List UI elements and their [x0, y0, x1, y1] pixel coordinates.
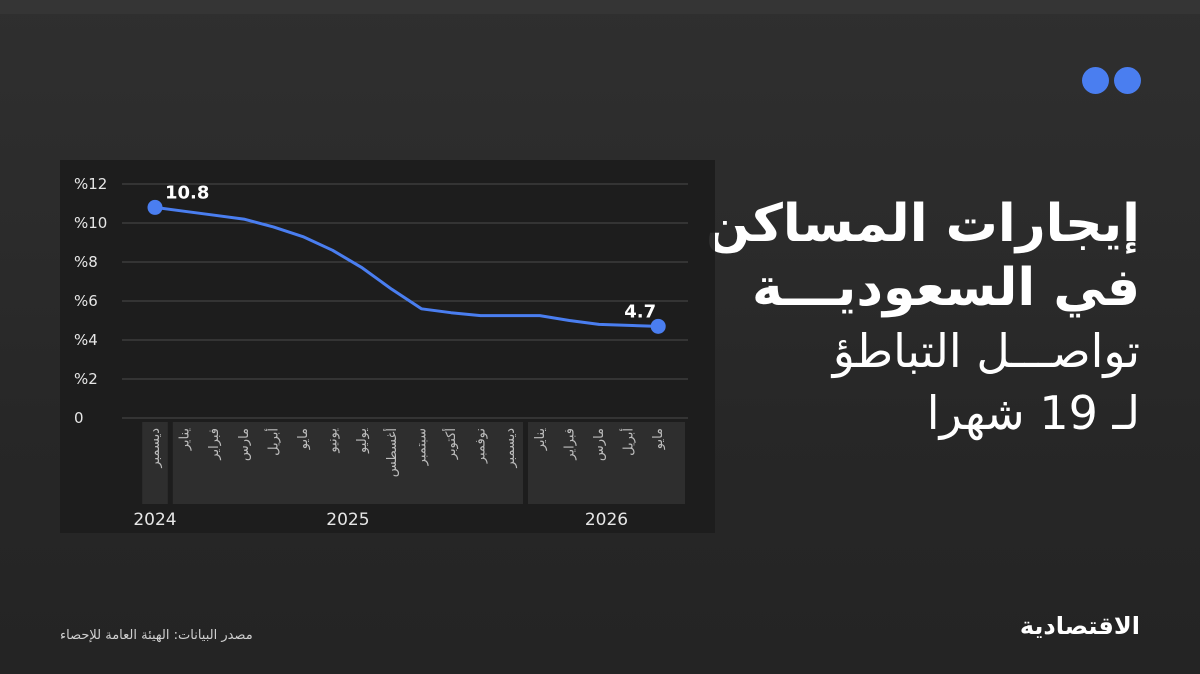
year-label: 2024: [133, 510, 176, 530]
headline-line-1: إيجارات المساكن: [705, 194, 1140, 254]
year-label: 2025: [326, 510, 369, 530]
x-tick-label: مارس: [237, 428, 252, 461]
x-tick-label: نوفمبر: [474, 428, 489, 464]
x-tick-label: يوليو: [355, 428, 370, 454]
dot-icon: [1114, 67, 1141, 94]
series-line: [153, 205, 660, 328]
x-tick-label: سبتمبر: [414, 428, 429, 466]
headline-line-4: لـ 19 شهرا: [926, 386, 1140, 440]
publisher-logo: الاقتصادية: [1019, 612, 1140, 640]
headline-line-3: تواصـــل التباطؤ: [832, 324, 1140, 378]
y-tick-label: 0: [74, 409, 84, 427]
data-label: 10.8: [165, 182, 209, 203]
x-tick-label: ديسمبر: [148, 428, 163, 469]
data-point: [147, 199, 163, 215]
x-tick-label: أكتوبر: [442, 428, 459, 460]
x-tick-label: مارس: [592, 428, 607, 461]
top-band: [0, 0, 1200, 14]
x-tick-label: مايو: [651, 428, 666, 450]
x-tick-label: أبريل: [264, 428, 281, 456]
year-label: 2026: [585, 510, 628, 530]
x-tick-label: يناير: [533, 428, 548, 452]
year-band: [142, 422, 168, 504]
y-tick-label: %12: [74, 175, 107, 193]
year-band: [528, 422, 685, 504]
y-tick-label: %10: [74, 214, 107, 232]
headline: إيجارات المساكن في السعوديـــة تواصـــل …: [580, 192, 1140, 444]
source-note: مصدر البيانات: الهيئة العامة للإحصاء: [60, 628, 253, 643]
brand-dots-icon: [1082, 67, 1142, 95]
x-tick-label: أغسطس: [383, 428, 400, 477]
data-label: 4.7: [624, 301, 656, 322]
year-band: [172, 422, 524, 504]
dot-icon: [1082, 67, 1109, 94]
y-tick-label: %2: [74, 370, 98, 388]
x-tick-label: فبراير: [562, 428, 577, 461]
x-tick-label: يناير: [178, 428, 193, 452]
headline-line-2: في السعوديـــة: [751, 258, 1140, 318]
x-tick-label: يونيو: [326, 428, 341, 454]
y-tick-label: %8: [74, 253, 98, 271]
x-tick-label: فبراير: [207, 428, 222, 461]
x-tick-label: أبريل: [620, 428, 637, 456]
line-chart: 0 %2 %4 %6 %8 %10 %12 2024 2025 2026 ديسمبر يناير فب…: [74, 175, 688, 530]
y-tick-label: %6: [74, 292, 98, 310]
y-tick-label: %4: [74, 331, 98, 349]
x-tick-label: مايو: [296, 428, 311, 450]
x-tick-label: ديسمبر: [503, 428, 518, 469]
data-point: [650, 318, 666, 334]
